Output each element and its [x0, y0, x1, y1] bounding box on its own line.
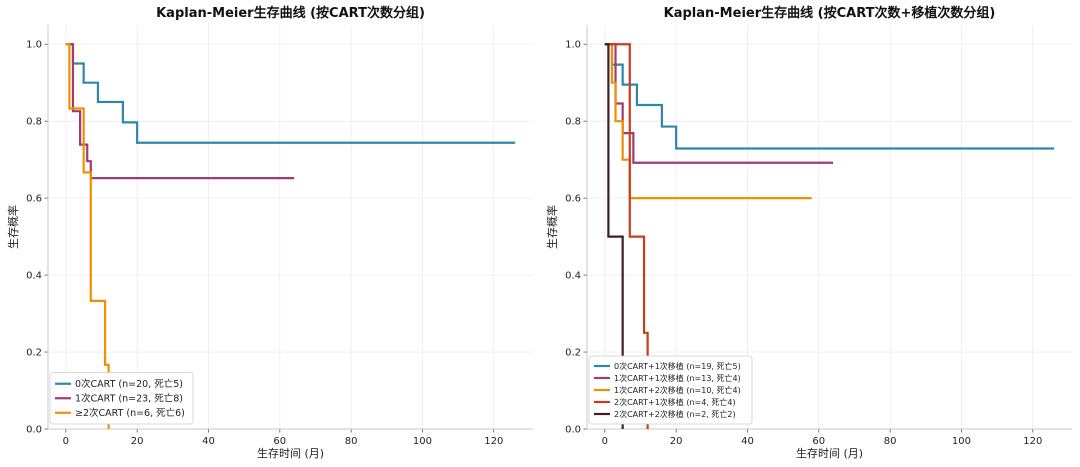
y-tick-label: 0.2	[26, 348, 42, 359]
y-tick-label: 0.8	[565, 117, 581, 128]
x-tick-label: 120	[1023, 436, 1042, 447]
x-tick-label: 20	[131, 436, 144, 447]
legend-label: 2次CART+1次移植 (n=4, 死亡4)	[614, 397, 736, 407]
x-tick-label: 80	[345, 436, 358, 447]
legend-label: 1次CART+1次移植 (n=13, 死亡4)	[614, 373, 741, 383]
y-tick-label: 0.4	[26, 271, 42, 282]
x-tick-label: 20	[670, 436, 683, 447]
y-axis-label: 生存概率	[545, 205, 559, 249]
km-curve-series-2	[65, 43, 295, 180]
y-tick-label: 0.8	[26, 117, 42, 128]
km-curves	[65, 43, 516, 429]
x-axis-label: 生存时间 (月)	[796, 446, 863, 460]
legend-label: 1次CART (n=23, 死亡8)	[75, 393, 183, 405]
km-curve-series-4	[604, 43, 649, 429]
x-tick-label: 100	[952, 436, 971, 447]
legend-label: 1次CART+2次移植 (n=10, 死亡4)	[614, 385, 741, 395]
x-tick-label: 60	[273, 436, 286, 447]
x-tick-label: 100	[413, 436, 432, 447]
x-tick-label: 120	[484, 436, 503, 447]
x-tick-label: 0	[602, 436, 608, 447]
km-curve-series-2	[604, 43, 834, 164]
y-tick-label: 0.6	[565, 194, 581, 205]
y-tick-label: 0.0	[565, 425, 581, 436]
legend-label: 0次CART (n=20, 死亡5)	[75, 378, 183, 390]
grid	[48, 25, 533, 430]
km-curve-series-1	[65, 43, 516, 144]
y-tick-label: 0.0	[26, 425, 42, 436]
km-panel-2: 0 20 40 60 80 100 120 0.0 0.2 0.4 0.6 0.8 1.0 Kaplan-…	[545, 5, 1072, 460]
x-tick-label: 0	[63, 436, 69, 447]
legend-frame	[588, 355, 753, 425]
km-panel-1: 0 20 40 60 80 100 120 0.0 0.2 0.4 0.6 0.8 1.0 Kaplan-…	[6, 5, 533, 460]
x-tick-label: 80	[884, 436, 897, 447]
legend-label: ≥2次CART (n=6, 死亡6)	[75, 407, 185, 419]
legend: 0次CART (n=20, 死亡5) 1次CART (n=23, 死亡8) ≥2次C…	[49, 372, 194, 425]
chart-title: Kaplan-Meier生存曲线 (按CART次数分组)	[156, 5, 425, 21]
x-tick-label: 40	[202, 436, 215, 447]
km-curve-series-3	[65, 43, 110, 429]
y-tick-label: 1.0	[26, 40, 42, 51]
chart-title: Kaplan-Meier生存曲线 (按CART次数+移植次数分组)	[664, 5, 996, 21]
km-curve-series-5	[604, 43, 624, 429]
y-tick-label: 0.2	[565, 348, 581, 359]
y-tick-label: 0.4	[565, 271, 581, 282]
y-tick-label: 0.6	[26, 194, 42, 205]
y-tick-label: 1.0	[565, 40, 581, 51]
legend-frame	[49, 372, 194, 425]
x-tick-label: 60	[812, 436, 825, 447]
legend-label: 0次CART+1次移植 (n=19, 死亡5)	[614, 361, 741, 371]
y-axis-label: 生存概率	[6, 205, 20, 249]
km-curve-series-1	[604, 43, 1055, 150]
km-curves	[604, 43, 1055, 429]
legend-label: 2次CART+2次移植 (n=2, 死亡2)	[614, 409, 736, 419]
x-axis-label: 生存时间 (月)	[257, 446, 324, 460]
legend: 0次CART+1次移植 (n=19, 死亡5) 1次CART+1次移植 (n=13…	[588, 355, 753, 425]
x-tick-label: 40	[741, 436, 754, 447]
